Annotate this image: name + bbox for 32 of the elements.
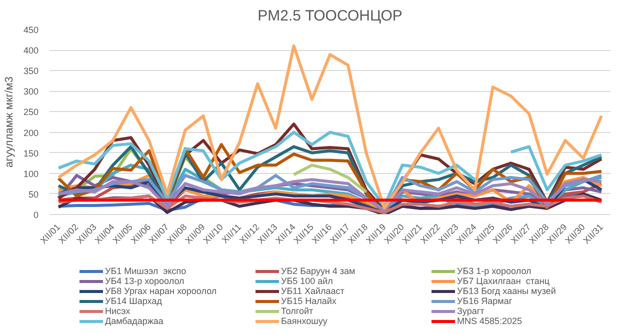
legend-label: УБ5 100 айл [281,276,334,286]
y-tick-label: 150 [23,148,39,158]
y-tick-label: 200 [23,128,39,138]
y-tick-label: 350 [23,66,39,76]
y-tick-label: 400 [23,46,39,56]
legend-label: УБ1 Мишээл экспо [105,266,188,276]
legend-label: УБ14 Шархад [105,296,163,306]
legend-label: УБ3 1-р хороолол [457,266,532,276]
legend-label: УБ16 Яармаг [457,296,514,306]
line-series [292,164,368,194]
legend-label: УБ11 Хайлааст [281,286,346,296]
y-tick-label: 50 [28,189,39,200]
legend-label: УБ4 13-р хороолол [105,276,186,286]
legend-label: УБ7 Цахилгаан станц [457,276,550,286]
legend-label: Зурагт [457,306,486,316]
chart-title: PM2.5 ТООСОНЦОР [258,8,402,24]
legend-label: УБ2 Баруун 4 зам [281,266,356,276]
y-axis-title: агуулламж мкг/м3 [3,76,16,168]
y-tick-label: 0 [33,210,39,220]
legend-label: Баянхошуу [281,316,328,326]
legend-label: Нисэх [105,306,132,316]
legend-label: Толгойт [281,306,314,316]
y-tick-label: 100 [23,168,39,179]
y-tick-label: 450 [23,25,39,35]
legend-label: УБ15 Налайх [281,296,338,306]
legend-label: MNS 4585:2025 [457,316,524,326]
line-series [57,44,603,210]
legend-label: Дамбадаржаа [105,316,164,326]
y-tick-label: 300 [23,86,39,97]
legend-label: УБ13 Богд хааны музей [457,286,557,296]
y-tick-label: 250 [23,107,39,118]
legend-label: УБ8 Ургах наран хороолол [105,286,218,296]
